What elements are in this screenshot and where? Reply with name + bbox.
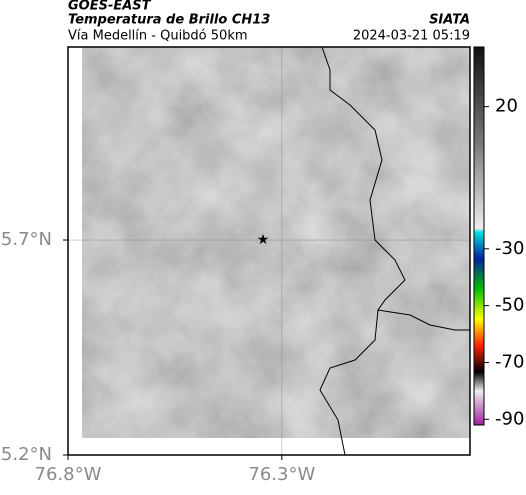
timestamp: 2024-03-21 05:19 (353, 29, 470, 44)
colorbar-tick-label: -70 (495, 351, 524, 372)
x-tick-label: 76.3°W (248, 464, 315, 485)
colorbar-tick-label: -30 (495, 238, 524, 259)
colorbar-tick-label: -50 (495, 295, 524, 316)
product: GOES-EAST (68, 0, 152, 14)
border (319, 309, 379, 456)
source: SIATA (429, 13, 470, 28)
colorbar-tick-label: 20 (495, 96, 518, 117)
subtitle: Vía Medellín - Quibdó 50km (68, 29, 248, 44)
border (321, 46, 470, 331)
station-marker: ★ (257, 232, 270, 248)
ticks: 76.8°W 76.3°W 5.2°N 5.7°N 20 -30 -50 -70 -90 (1, 96, 525, 485)
title: Temperatura de Brillo CH13 (68, 13, 270, 28)
map-frame (67, 46, 471, 456)
colorbar (473, 46, 485, 426)
colorbar-tick-label: -90 (495, 408, 524, 429)
satellite-image (82, 47, 470, 438)
x-tick-label: 76.8°W (35, 464, 102, 485)
y-tick-label: 5.7°N (1, 229, 52, 250)
y-tick-label: 5.2°N (1, 444, 52, 465)
